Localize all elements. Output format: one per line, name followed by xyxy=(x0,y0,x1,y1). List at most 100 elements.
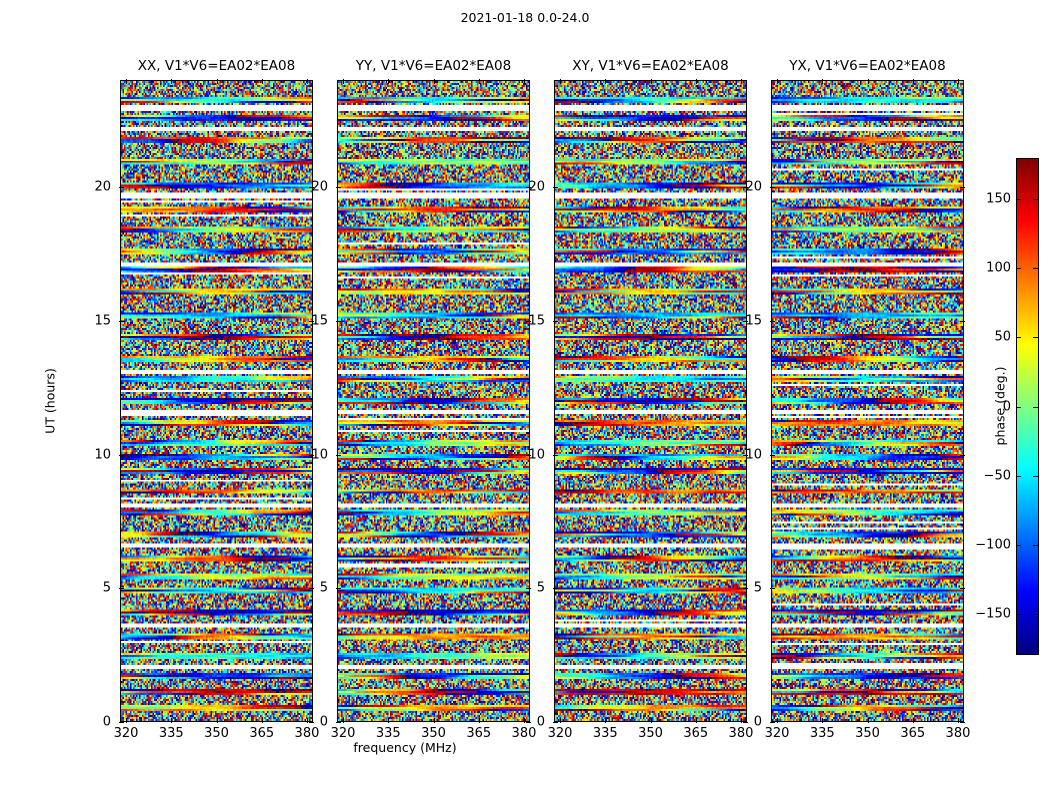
x-tick-label: 335 xyxy=(375,726,401,741)
y-tick xyxy=(526,320,531,322)
colorbar-tick-label: −100 xyxy=(975,537,1011,553)
y-tick-label: 5 xyxy=(319,580,328,596)
y-tick xyxy=(960,722,965,723)
x-tick xyxy=(306,718,308,723)
x-tick-label: 320 xyxy=(113,726,139,741)
y-tick xyxy=(960,187,965,188)
y-tick-label: 5 xyxy=(102,580,111,596)
panel-yy: YY, V1*V6=EA02*EA08 320 335 350 365 380 0 5 10 15… xyxy=(311,58,536,741)
y-tick xyxy=(553,320,558,322)
colorbar-tick xyxy=(1016,268,1021,270)
y-tick-label: 20 xyxy=(311,179,328,195)
waterfall-image-xy xyxy=(555,81,746,721)
y-tick xyxy=(553,454,558,456)
x-tick xyxy=(822,79,824,84)
y-tick xyxy=(336,588,341,590)
y-tick xyxy=(960,588,965,590)
x-tick-label: 380 xyxy=(511,726,537,741)
y-tick xyxy=(553,187,558,188)
x-tick-label: 335 xyxy=(809,726,835,741)
x-tick xyxy=(171,718,173,723)
x-tick xyxy=(523,718,525,723)
y-tick xyxy=(526,187,531,188)
y-tick xyxy=(336,454,341,456)
y-tick xyxy=(336,320,341,322)
y-tick-label: 10 xyxy=(94,447,111,462)
x-tick xyxy=(343,79,345,84)
y-tick-label: 5 xyxy=(753,580,762,596)
colorbar-label: phase (deg.) xyxy=(992,366,1008,446)
x-tick xyxy=(560,79,562,84)
panel-plot-area-yy xyxy=(337,80,530,722)
x-tick xyxy=(867,718,869,723)
x-tick xyxy=(605,79,607,84)
x-tick xyxy=(695,718,697,723)
y-tick-label: 0 xyxy=(102,714,111,730)
figure-suptitle: 2021-01-18 0.0-24.0 xyxy=(460,10,590,25)
colorbar-tick xyxy=(1033,199,1038,201)
x-tick xyxy=(650,718,652,723)
x-tick xyxy=(306,79,308,84)
x-tick-label: 335 xyxy=(592,726,618,741)
y-tick-label: 15 xyxy=(94,313,111,329)
y-tick xyxy=(553,722,558,723)
x-tick xyxy=(560,718,562,723)
x-tick xyxy=(912,79,914,84)
colorbar-tick xyxy=(1016,199,1021,201)
x-tick xyxy=(478,718,480,723)
y-tick xyxy=(119,454,124,456)
x-tick xyxy=(605,718,607,723)
y-tick-label: 20 xyxy=(528,179,545,195)
panel-title-xy: XY, V1*V6=EA02*EA08 xyxy=(572,58,729,74)
y-tick xyxy=(309,320,314,322)
y-tick xyxy=(743,320,748,322)
x-tick-label: 380 xyxy=(945,726,971,741)
x-tick-label: 320 xyxy=(330,726,356,741)
colorbar-tick xyxy=(1016,406,1021,408)
y-tick-label: 10 xyxy=(528,447,545,462)
y-tick-label: 20 xyxy=(745,179,762,195)
y-tick-label: 0 xyxy=(319,714,328,730)
panel-title-yy: YY, V1*V6=EA02*EA08 xyxy=(355,58,512,74)
x-tick xyxy=(216,718,218,723)
colorbar-tick-label: 0 xyxy=(1002,399,1011,414)
y-tick xyxy=(336,187,341,188)
y-tick xyxy=(770,722,775,723)
x-tick xyxy=(650,79,652,84)
colorbar-tick xyxy=(1016,475,1021,477)
y-tick xyxy=(336,722,341,723)
x-tick-label: 365 xyxy=(466,726,492,741)
panel-title-xx: XX, V1*V6=EA02*EA08 xyxy=(137,58,296,74)
y-tick xyxy=(309,187,314,188)
x-tick xyxy=(523,79,525,84)
x-tick xyxy=(171,79,173,84)
colorbar-extend-top xyxy=(1016,0,1039,9)
y-tick-label: 5 xyxy=(536,580,545,596)
y-tick-label: 0 xyxy=(753,714,762,730)
x-axis-label: frequency (MHz) xyxy=(353,740,457,755)
x-tick xyxy=(777,79,779,84)
x-tick-label: 365 xyxy=(900,726,926,741)
y-tick xyxy=(526,722,531,723)
panel-plot-area-yx xyxy=(771,80,964,722)
colorbar-tick-label: −50 xyxy=(983,468,1011,484)
y-tick xyxy=(770,320,775,322)
x-tick-label: 320 xyxy=(764,726,790,741)
y-tick xyxy=(743,187,748,188)
y-tick xyxy=(119,320,124,322)
x-tick xyxy=(695,79,697,84)
x-tick-label: 350 xyxy=(204,726,229,741)
colorbar-tick-label: −150 xyxy=(975,606,1011,622)
y-tick-label: 10 xyxy=(745,447,762,462)
y-tick xyxy=(119,722,124,723)
x-tick-label: 380 xyxy=(294,726,320,741)
y-tick xyxy=(309,454,314,456)
y-tick-label: 15 xyxy=(528,313,545,329)
y-tick xyxy=(119,588,124,590)
x-tick-label: 335 xyxy=(158,726,184,741)
y-tick xyxy=(743,588,748,590)
y-tick-label: 15 xyxy=(745,313,762,329)
x-tick xyxy=(343,718,345,723)
waterfall-image-yx xyxy=(772,81,963,721)
